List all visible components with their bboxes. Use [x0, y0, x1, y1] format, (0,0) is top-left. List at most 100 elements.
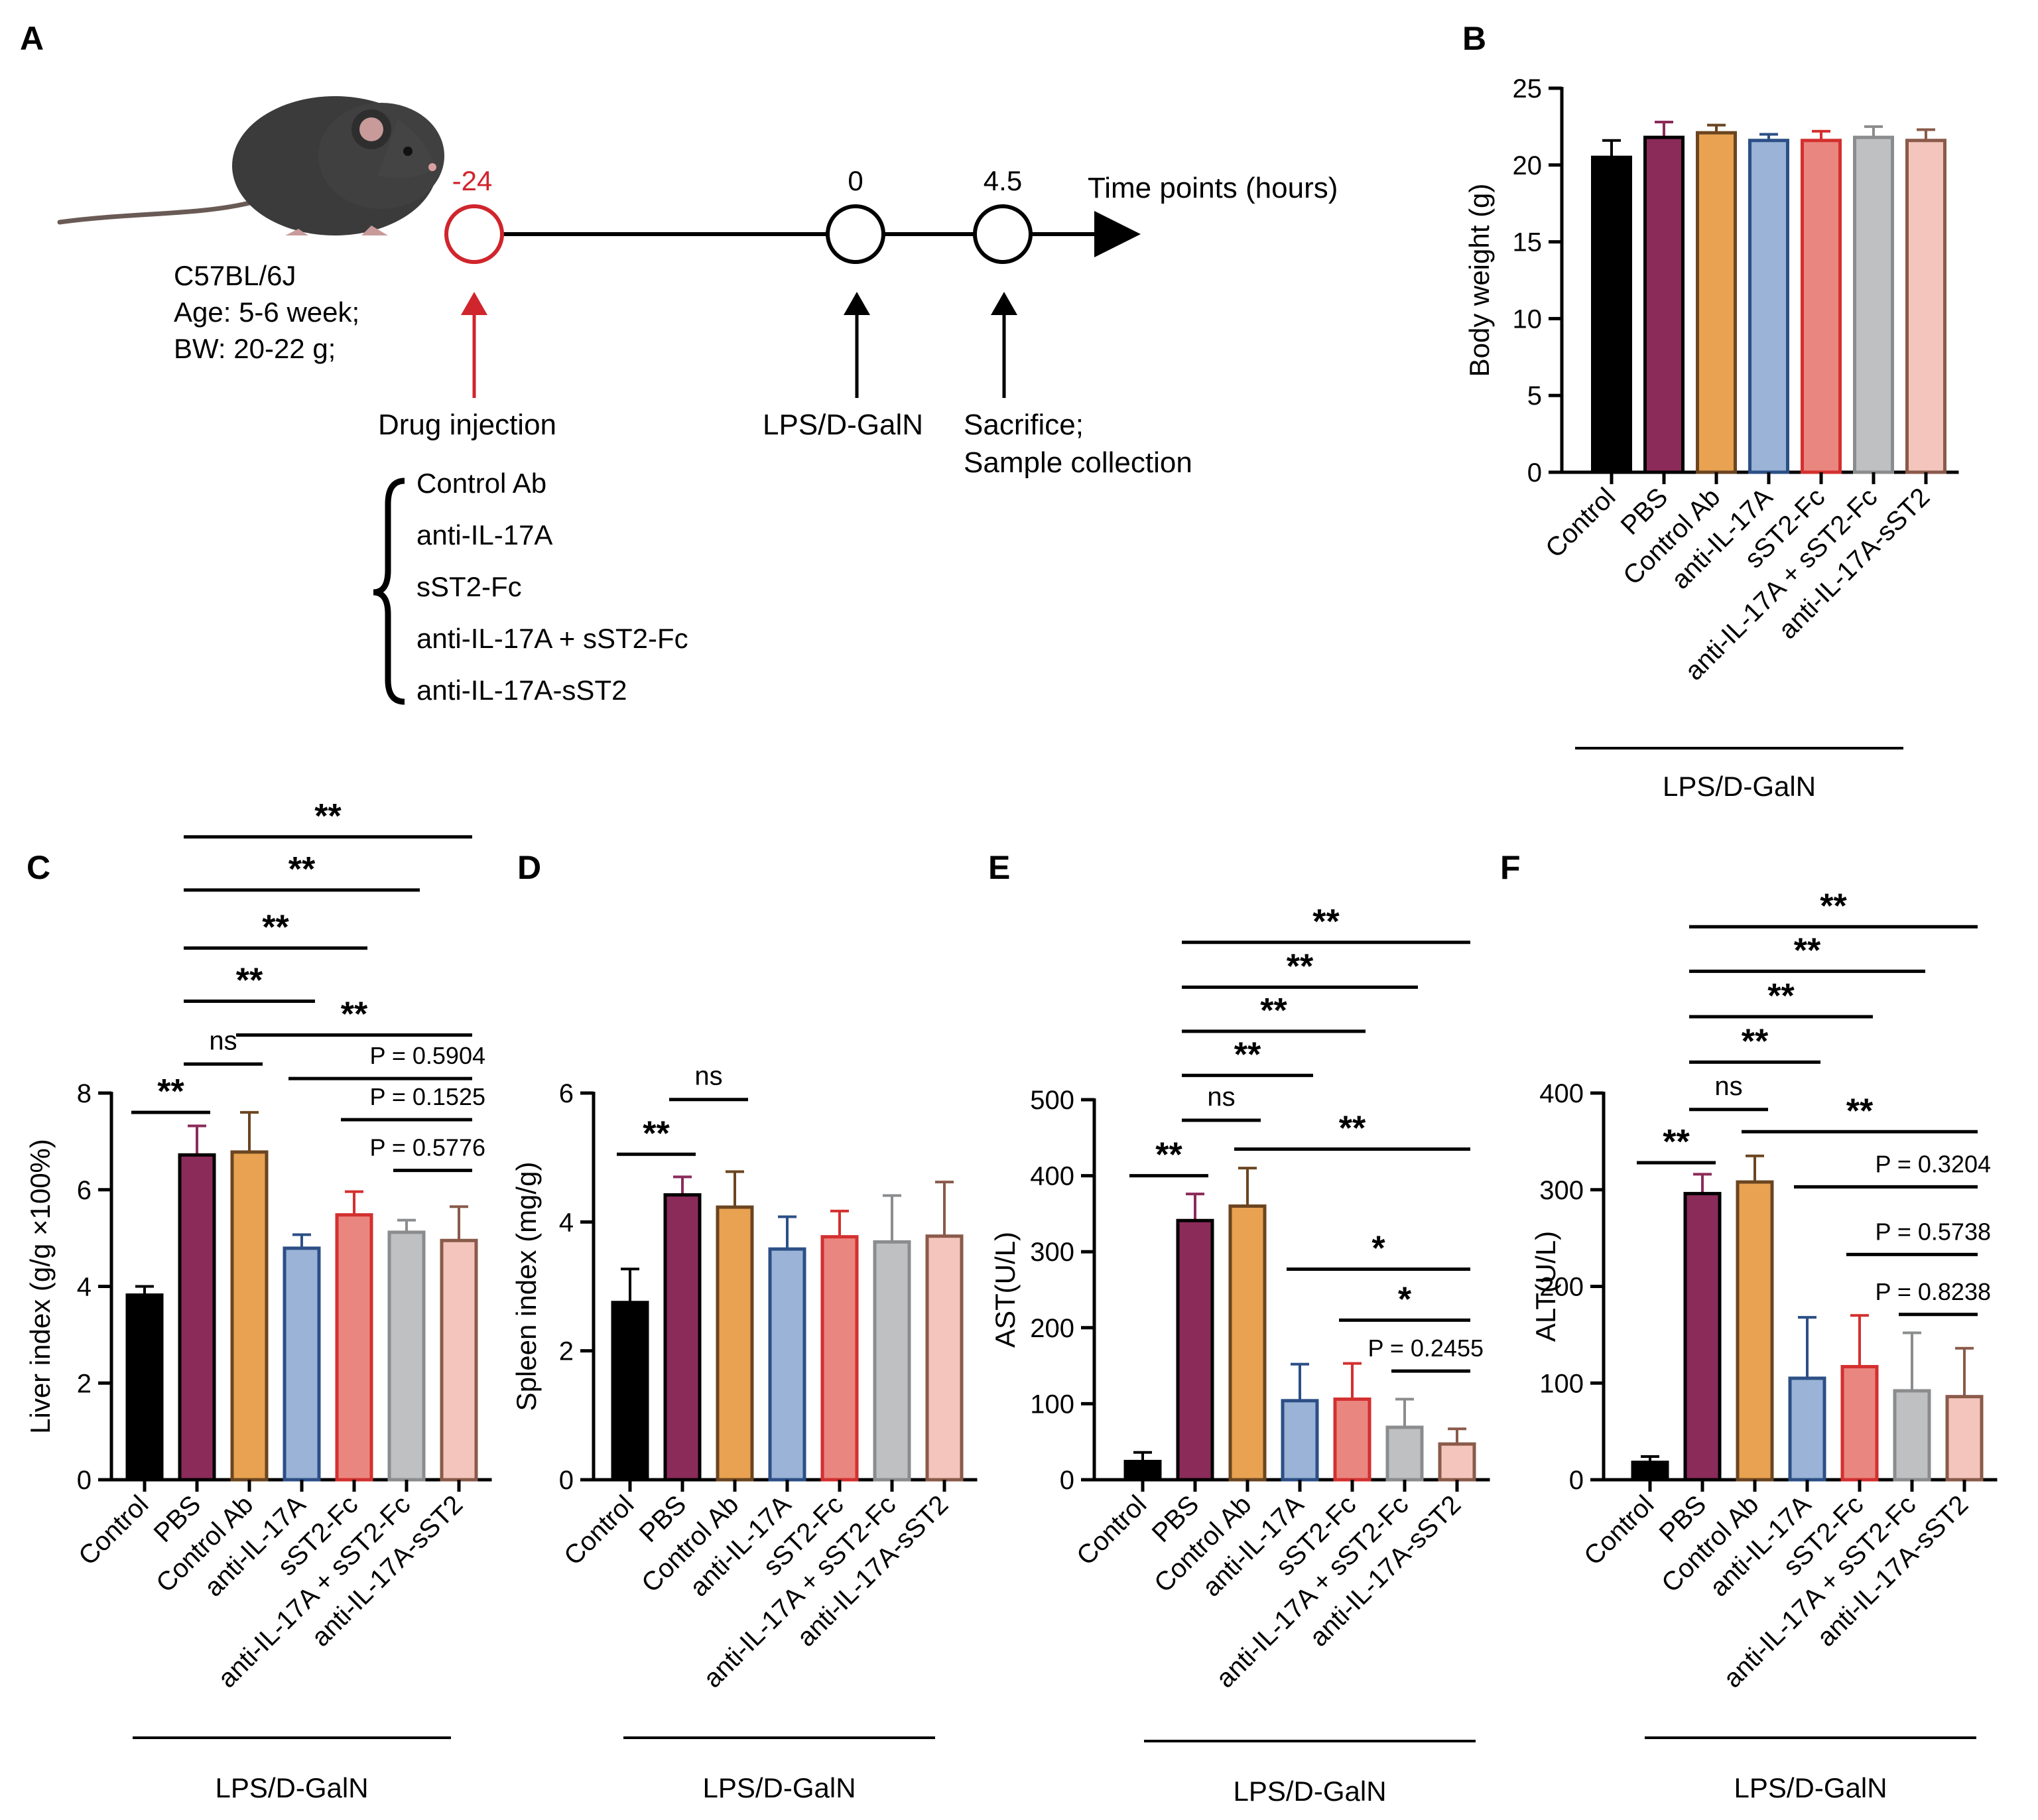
bar-3	[1228, 1204, 1267, 1482]
bar-7	[925, 1234, 964, 1482]
y-tick-label: 4	[559, 1208, 574, 1237]
bar-1	[1591, 155, 1632, 474]
significance-label: *	[1371, 1230, 1385, 1268]
y-tick-label: 0	[559, 1466, 574, 1495]
bar-7	[1905, 139, 1946, 474]
bar-2	[1683, 1192, 1722, 1482]
y-tick-label: 25	[1513, 74, 1543, 103]
significance-label: **	[314, 797, 342, 836]
mouse-bw: BW: 20-22 g;	[174, 333, 336, 364]
y-tick-label: 0	[77, 1466, 92, 1495]
y-tick-label: 6	[559, 1079, 574, 1108]
drug-list-item: sST2-Fc	[416, 571, 522, 602]
drug-list-item: anti-IL-17A	[416, 519, 552, 551]
bar-5	[335, 1213, 373, 1482]
timeline-arrowhead	[1094, 211, 1141, 257]
y-tick-label: 20	[1513, 151, 1543, 180]
drug-list-brace	[373, 478, 405, 705]
bar-7	[1945, 1395, 1984, 1482]
bar-7	[440, 1238, 478, 1482]
bar-3	[230, 1150, 269, 1482]
mouse-age: Age: 5-6 week;	[174, 296, 359, 328]
bar-2	[663, 1193, 702, 1482]
significance-label: ns	[209, 1026, 237, 1055]
significance-label: **	[157, 1072, 184, 1111]
y-tick-label: 2	[77, 1369, 92, 1398]
bar-3	[716, 1205, 754, 1482]
panel-label-d: D	[517, 849, 541, 886]
y-tick-label: 5	[1527, 381, 1542, 411]
y-tick-label: 400	[1539, 1079, 1584, 1108]
sacrifice-arrow	[991, 292, 1017, 398]
significance-label: **	[1155, 1136, 1182, 1175]
significance-label: **	[1846, 1092, 1874, 1130]
bar-4	[1281, 1399, 1319, 1482]
bar-6	[1853, 135, 1894, 474]
event-sacrifice: Sacrifice;	[964, 409, 1084, 441]
significance-label: **	[288, 850, 316, 889]
bar-6	[873, 1240, 911, 1482]
drug-list-item: anti-IL-17A + sST2-Fc	[416, 623, 688, 654]
significance-label: P = 0.2455	[1368, 1334, 1484, 1362]
y-tick-label: 8	[77, 1079, 92, 1108]
bar-5	[1333, 1398, 1371, 1482]
y-tick-label: 0	[1527, 458, 1542, 487]
y-axis-title: Body weight (g)	[1464, 184, 1495, 377]
significance-label: **	[643, 1114, 670, 1153]
significance-label: ns	[694, 1062, 722, 1091]
timepoint-4-5-marker	[973, 204, 1033, 264]
significance-label: **	[1234, 1035, 1261, 1074]
y-tick-label: 6	[77, 1176, 92, 1205]
drug-list-item: anti-IL-17A-sST2	[416, 675, 627, 706]
bar-4	[283, 1246, 321, 1482]
x-tick-label: Control	[73, 1490, 154, 1571]
x-tick-label: Control	[1540, 482, 1621, 563]
drug-list: Control Ab anti-IL-17A sST2-Fc anti-IL-17A …	[416, 468, 688, 706]
significance-label: P = 0.5776	[370, 1134, 486, 1161]
panel-e-ast: E 0100200300400500AST(U/L)ControlPBSCont…	[988, 849, 1490, 1807]
y-tick-label: 100	[1539, 1369, 1584, 1398]
bar-1	[1631, 1461, 1669, 1482]
bar-6	[1893, 1389, 1931, 1482]
bar-7	[1438, 1442, 1476, 1482]
y-tick-label: 100	[1030, 1390, 1074, 1419]
bar-3	[1696, 131, 1737, 474]
bar-5	[820, 1235, 859, 1482]
y-tick-label: 500	[1030, 1086, 1074, 1115]
significance-label: P = 0.5904	[370, 1042, 486, 1069]
y-axis-title: Liver index (g/g ×100%)	[25, 1139, 56, 1434]
lps-arrow	[844, 292, 870, 398]
y-tick-label: 300	[1030, 1238, 1074, 1267]
timepoint-minus24-label: -24	[452, 165, 493, 196]
significance-label: **	[1339, 1109, 1366, 1147]
bar-2	[1176, 1218, 1214, 1482]
group-label: LPS/D-GalN	[1734, 1772, 1887, 1803]
significance-label: **	[1767, 977, 1795, 1015]
y-tick-label: 4	[77, 1273, 92, 1302]
x-tick-label: Control	[1578, 1490, 1659, 1571]
timepoint-4-5-label: 4.5	[984, 165, 1022, 196]
y-tick-label: 400	[1030, 1162, 1074, 1191]
group-label: LPS/D-GalN	[702, 1772, 856, 1803]
timeline-axis-title: Time points (hours)	[1088, 172, 1338, 204]
bar-1	[1123, 1459, 1162, 1482]
y-tick-label: 15	[1513, 228, 1543, 257]
significance-label: **	[1794, 931, 1821, 970]
group-label: LPS/D-GalN	[215, 1772, 368, 1803]
group-label: LPS/D-GalN	[1233, 1776, 1386, 1807]
significance-label: **	[1287, 947, 1314, 986]
bar-4	[1788, 1376, 1826, 1482]
panel-label-f: F	[1500, 849, 1521, 886]
significance-label: ns	[1714, 1072, 1742, 1101]
panel-label-a: A	[20, 20, 44, 57]
y-axis-title: ALT(U/L)	[1530, 1231, 1561, 1342]
mouse-strain: C57BL/6J	[174, 260, 296, 291]
group-label: LPS/D-GalN	[1663, 771, 1816, 802]
significance-label: P = 0.3204	[1876, 1150, 1992, 1177]
bar-5	[1801, 139, 1842, 474]
significance-label: **	[341, 996, 368, 1034]
y-tick-label: 0	[1060, 1466, 1074, 1495]
panel-label-b: B	[1462, 20, 1486, 57]
